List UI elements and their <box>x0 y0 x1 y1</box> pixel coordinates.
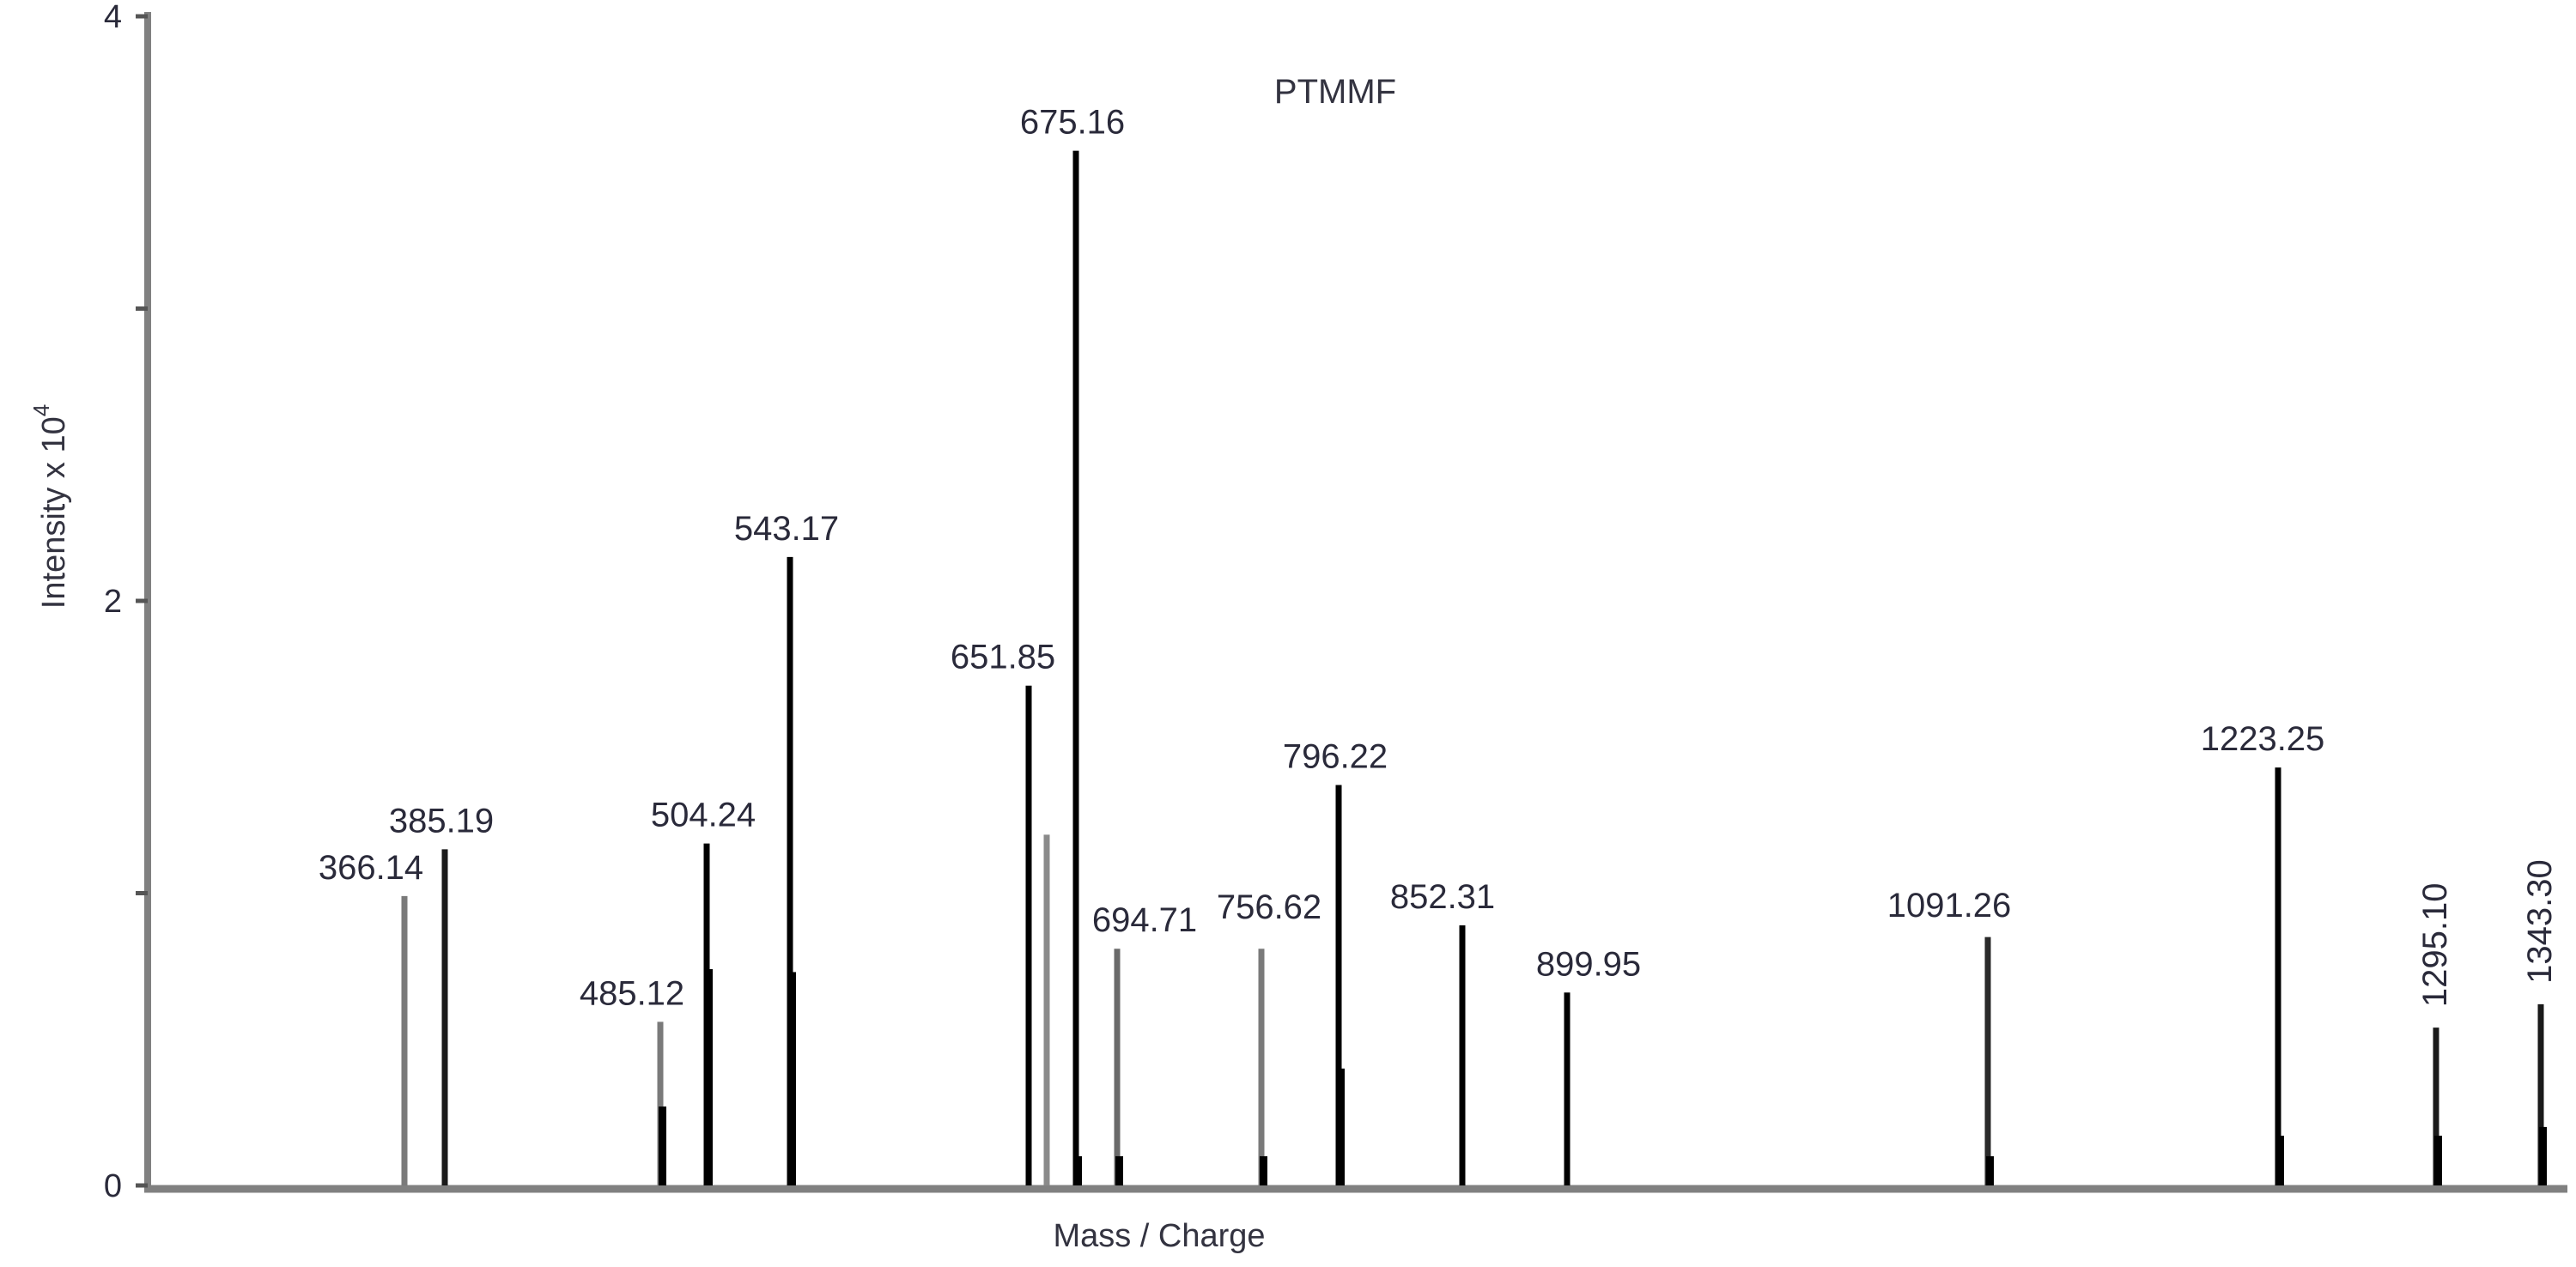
y-axis-title-text: Intensity x 10 <box>36 416 72 609</box>
peak-label: 1295.10 <box>2416 883 2454 1008</box>
peak-shoulder <box>2434 1136 2442 1185</box>
y-axis-exponent: 4 <box>28 404 54 416</box>
peak-shoulder <box>1260 1155 1267 1185</box>
peak-shoulder <box>1337 1068 1345 1185</box>
peak-shoulder <box>788 972 796 1185</box>
svg-text:Intensity x 104: Intensity x 104 <box>28 404 72 609</box>
y-tick-label: 0 <box>104 1168 122 1204</box>
peak-label: 1343.30 <box>2521 859 2559 984</box>
peak-label: 694.71 <box>1092 901 1197 939</box>
peak-label: 385.19 <box>389 802 494 840</box>
peak-shoulder <box>659 1106 666 1185</box>
axes: 0 2 4 <box>104 0 2567 1204</box>
chart-title: PTMMF <box>1274 73 1396 111</box>
peak-shoulder <box>2276 1136 2284 1185</box>
peak-label: 796.22 <box>1283 738 1388 776</box>
peak-label: 1091.26 <box>1887 887 2012 924</box>
peak-label: 485.12 <box>580 974 684 1012</box>
x-axis-title: Mass / Charge <box>1053 1218 1265 1254</box>
peak-label: 756.62 <box>1217 888 1321 926</box>
peak-labels: 366.14 385.19 485.12 504.24 543.17 651.85 675.… <box>319 104 2559 1013</box>
peak-shoulder <box>1074 1155 1082 1185</box>
peak-label: 852.31 <box>1390 878 1495 916</box>
y-tick-label: 4 <box>104 0 122 35</box>
peak-shoulder <box>705 969 713 1185</box>
peak-label: 543.17 <box>734 510 839 548</box>
peak-shoulder <box>1115 1155 1123 1185</box>
peak-shoulder <box>2539 1126 2547 1185</box>
peak-label: 651.85 <box>951 639 1055 676</box>
y-tick-label: 2 <box>104 584 122 620</box>
peak-label: 1223.25 <box>2201 720 2325 758</box>
peak-label: 504.24 <box>651 797 756 834</box>
peaks <box>401 150 2547 1185</box>
peak-label: 899.95 <box>1536 945 1641 983</box>
y-axis-title: Intensity x 104 <box>28 404 72 609</box>
peak-shoulder <box>1986 1155 1994 1185</box>
peak-label: 675.16 <box>1020 104 1125 142</box>
peak-label: 366.14 <box>319 849 423 887</box>
